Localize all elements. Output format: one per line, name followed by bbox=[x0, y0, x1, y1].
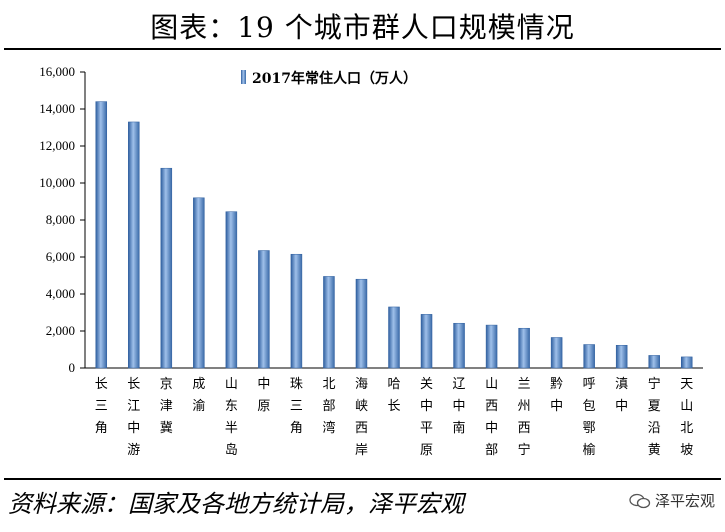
bar bbox=[323, 276, 335, 369]
bar bbox=[615, 344, 628, 369]
x-tick-label: 成渝 bbox=[192, 377, 205, 414]
y-tick-label: 4,000 bbox=[46, 286, 75, 301]
footer-divider bbox=[4, 478, 721, 480]
x-tick-label: 辽中南 bbox=[453, 377, 466, 436]
x-tick-labels: 长三角 长江中游 京津冀 成渝 山东半岛 中原 珠三角 北部湾 海峡西岸 哈长 关中平原 辽中南 山西中… bbox=[95, 376, 693, 458]
watermark-text: 泽平宏观 bbox=[654, 492, 715, 510]
bar bbox=[225, 211, 238, 369]
x-tick-label: 山西中部 bbox=[485, 377, 498, 458]
bar bbox=[648, 355, 660, 369]
x-tick-label: 兰州西宁 bbox=[518, 377, 531, 458]
x-tick-label: 呼包鄂榆 bbox=[583, 377, 596, 458]
bar-chart: 0 2,000 4,000 6,000 8,000 10,000 12,000 14,000 1… bbox=[39, 64, 703, 458]
x-tick-label: 关中平原 bbox=[420, 377, 433, 458]
x-tick-label: 滇中 bbox=[615, 377, 628, 414]
bar bbox=[258, 250, 270, 369]
bar bbox=[680, 356, 693, 369]
y-tick-label: 2,000 bbox=[46, 323, 75, 338]
x-tick-label: 海峡西岸 bbox=[355, 377, 368, 458]
bar bbox=[485, 324, 498, 369]
source-note: 资料来源：国家及各地方统计局，泽平宏观 bbox=[8, 490, 464, 518]
x-tick-label: 天山北坡 bbox=[680, 377, 693, 458]
y-tick-label: 0 bbox=[69, 360, 76, 375]
y-tick-label: 6,000 bbox=[46, 249, 75, 264]
y-tick-label: 16,000 bbox=[39, 64, 75, 79]
page-title: 图表：19 个城市群人口规模情况 bbox=[150, 11, 575, 44]
x-tick-label: 京津冀 bbox=[160, 377, 173, 436]
y-tick-label: 10,000 bbox=[39, 175, 75, 190]
chart-legend: 2017年常住人口（万人） bbox=[241, 70, 417, 87]
bar bbox=[583, 344, 595, 369]
bar bbox=[518, 327, 530, 369]
x-tick-label: 哈长 bbox=[387, 377, 400, 414]
bar bbox=[128, 121, 140, 369]
title-divider bbox=[4, 48, 721, 50]
bar bbox=[193, 197, 205, 369]
x-tick-label: 宁夏沿黄 bbox=[648, 376, 661, 458]
bar bbox=[453, 322, 465, 369]
x-tick-label: 长江中游 bbox=[127, 377, 140, 458]
x-tick-label: 中原 bbox=[257, 377, 270, 414]
bar bbox=[290, 253, 303, 369]
x-tick-label: 山东半岛 bbox=[225, 377, 238, 458]
wechat-icon bbox=[629, 493, 651, 508]
y-tick-labels: 0 2,000 4,000 6,000 8,000 10,000 12,000 14,000 1… bbox=[39, 64, 75, 375]
y-tick-label: 12,000 bbox=[39, 138, 75, 153]
y-tick-label: 8,000 bbox=[46, 212, 75, 227]
x-tick-label: 北部湾 bbox=[322, 377, 335, 436]
bar bbox=[160, 167, 173, 369]
chart-bars bbox=[95, 101, 693, 369]
watermark: 泽平宏观 bbox=[629, 490, 715, 511]
x-tick-label: 黔中 bbox=[550, 377, 563, 414]
legend-label: 2017年常住人口（万人） bbox=[252, 70, 417, 87]
y-tick-label: 14,000 bbox=[39, 101, 75, 116]
bar bbox=[95, 101, 108, 369]
x-tick-label: 长三角 bbox=[95, 377, 108, 436]
legend-swatch bbox=[241, 70, 246, 84]
bar bbox=[420, 314, 433, 369]
bar bbox=[550, 337, 563, 369]
bar bbox=[355, 278, 368, 369]
bar bbox=[388, 306, 400, 369]
x-tick-label: 珠三角 bbox=[290, 377, 303, 436]
